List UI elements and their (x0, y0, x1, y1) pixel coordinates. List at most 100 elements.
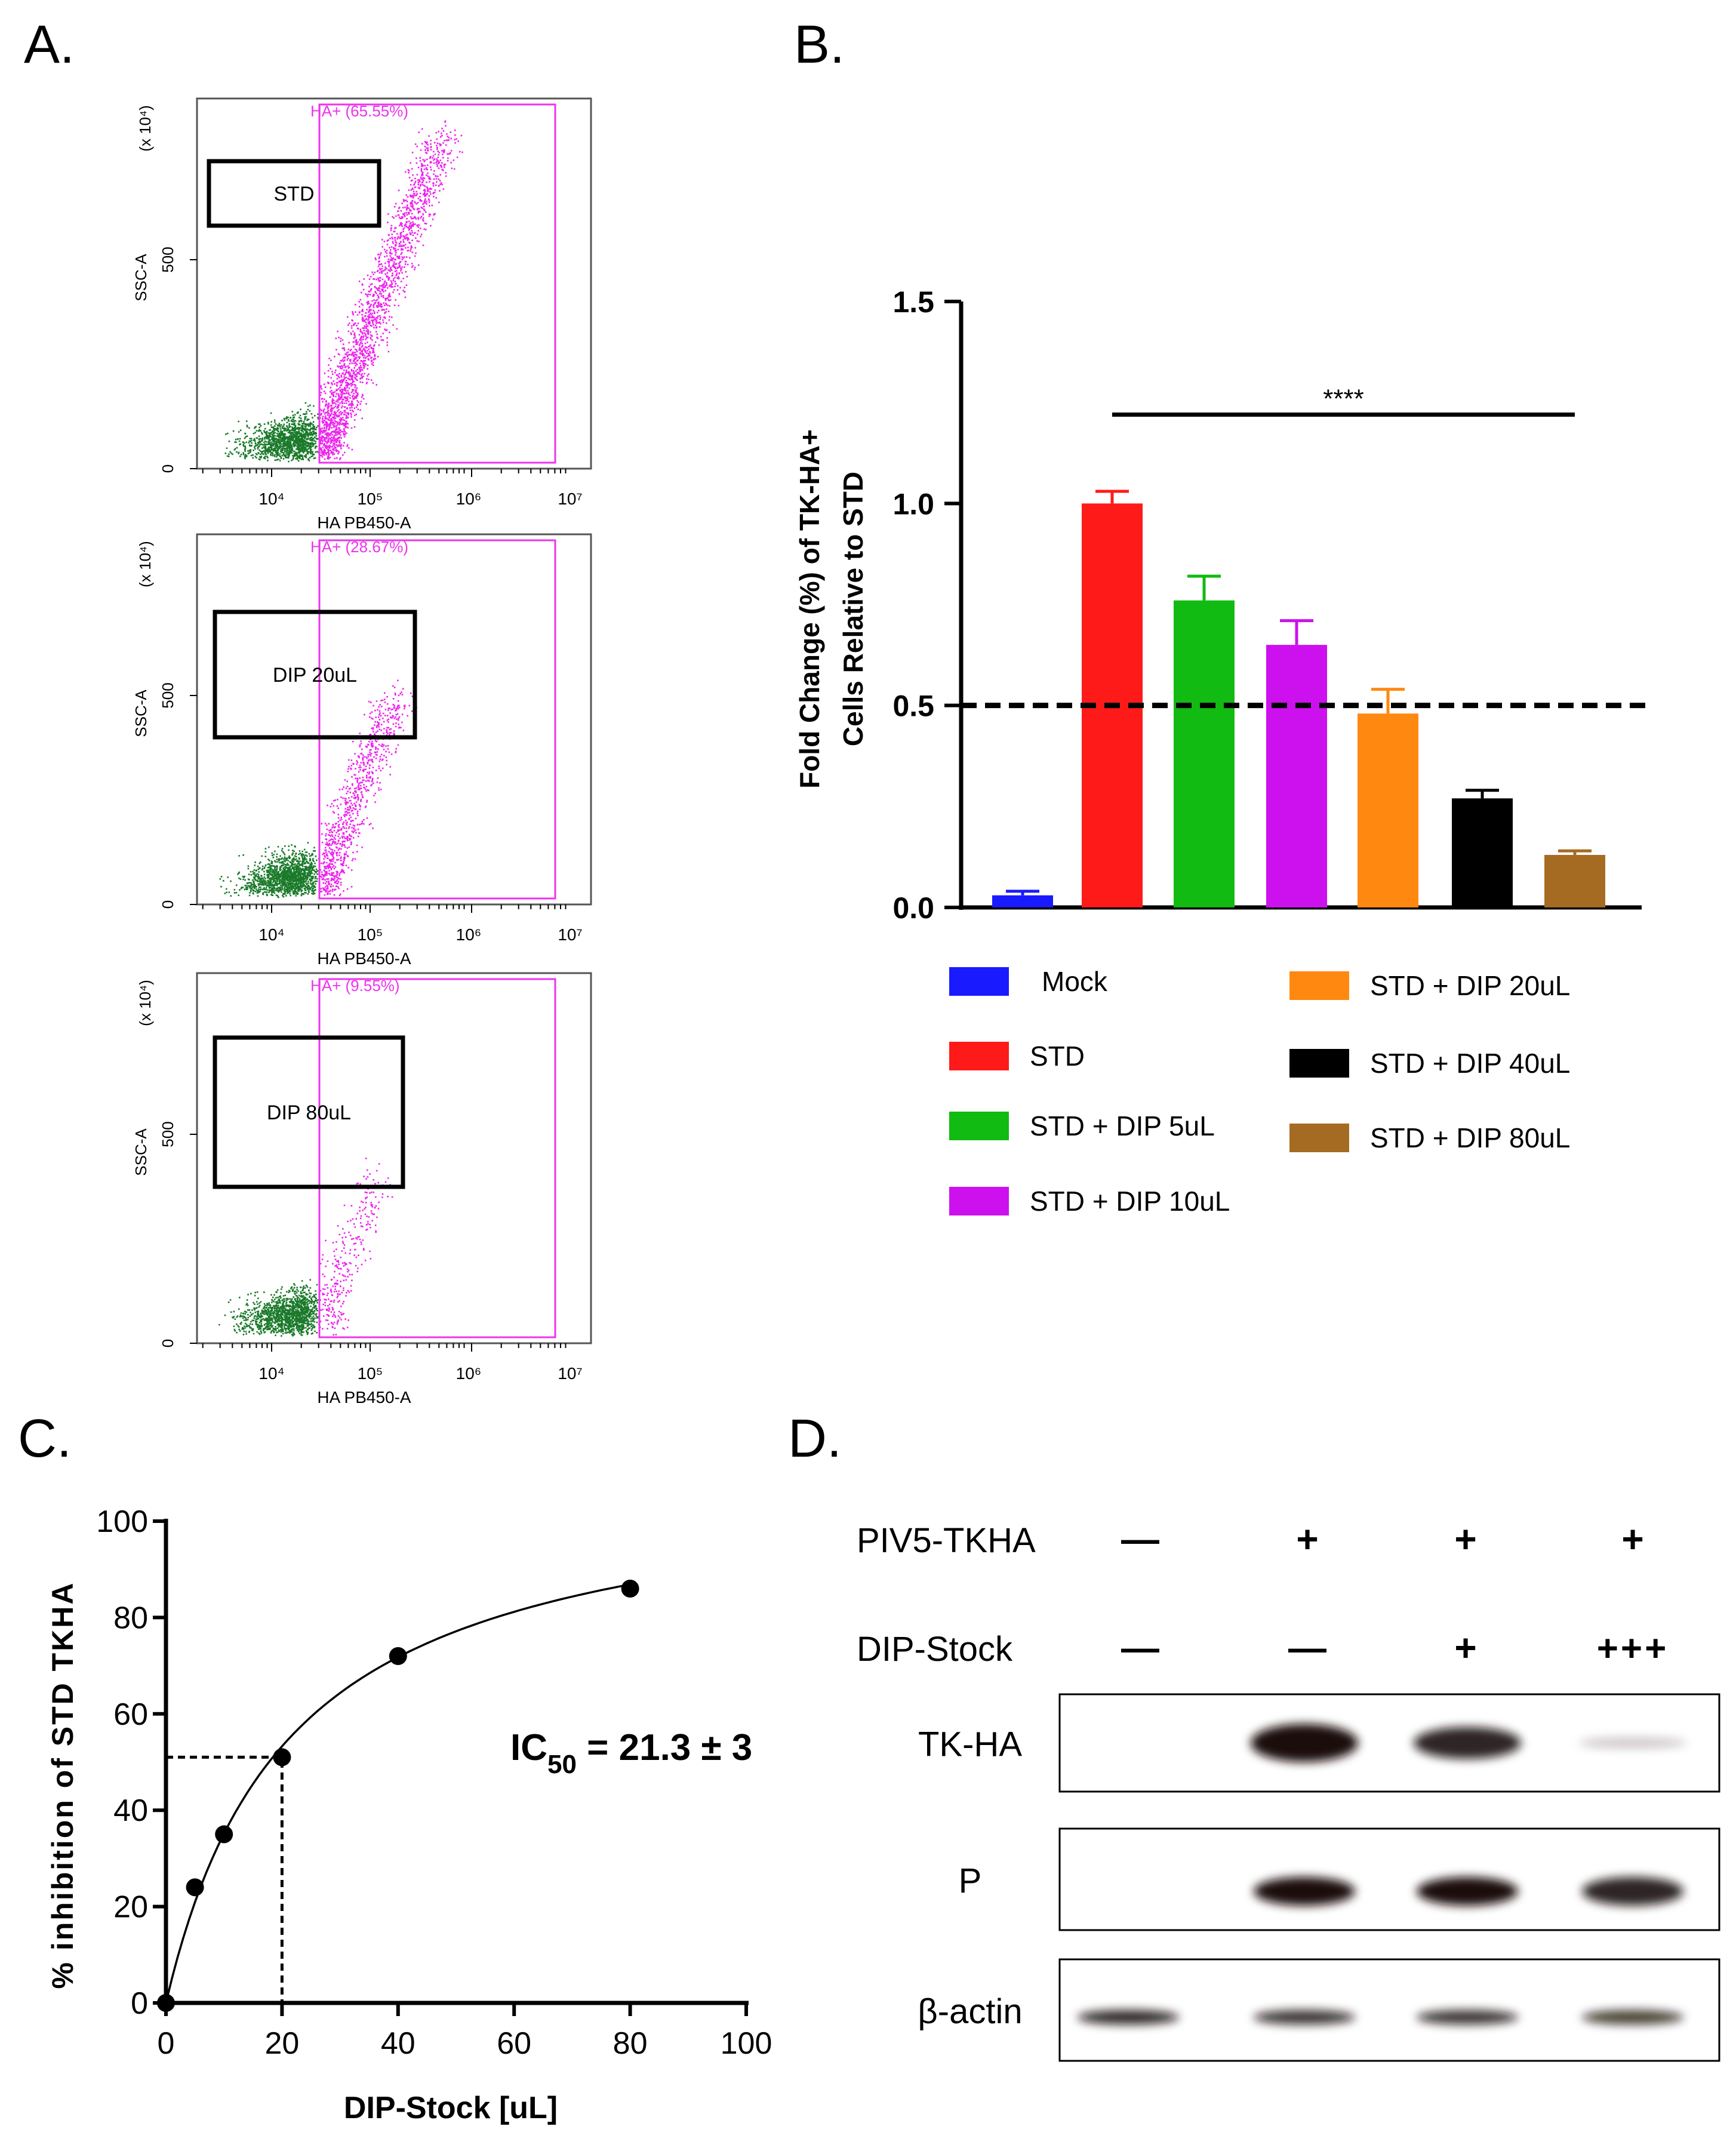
flow-sample-label: DIP 20uL (273, 664, 357, 687)
dose-point (621, 1579, 639, 1598)
flow-positive-events (319, 1158, 393, 1336)
flow-ylabel: SSC-A (132, 1128, 150, 1176)
wb-condition-mark: + (1296, 1518, 1318, 1561)
flow-plot: HA+ (28.67%) DIP 20uL (x 10⁴) SSC-A 500 0 10⁴ 1… (132, 533, 592, 968)
western-blot-panel: PIV5-TKHA — + + +DIP-Stock — — + +++TK-HAPβ-acti… (857, 1518, 1720, 2062)
flow-ytick: 0 (159, 900, 177, 909)
panel-label-d: D. (788, 1409, 842, 1469)
legend-swatch (949, 1042, 1009, 1070)
panel-label-c: C. (18, 1409, 72, 1469)
flow-gate-label: HA+ (28.67%) (310, 538, 408, 556)
flow-ytick: 500 (159, 682, 177, 708)
ic50-guide-line (166, 1755, 284, 2003)
wb-band (1254, 2010, 1355, 2024)
wb-condition-mark: + (1621, 1518, 1643, 1561)
legend-label: STD + DIP 40uL (1370, 1048, 1570, 1079)
wb-band (1414, 1727, 1521, 1759)
legend-swatch (1289, 971, 1349, 1000)
dose-point (157, 1994, 175, 2012)
wb-band (1579, 1737, 1686, 1749)
flow-xtick: 10⁵ (358, 925, 383, 944)
wb-band (1417, 2010, 1518, 2024)
flow-gate-label: HA+ (65.55%) (310, 102, 408, 120)
significance-label: **** (1323, 384, 1364, 413)
flow-cytometry-panel: HA+ (65.55%) STD (x 10⁴) SSC-A 500 0 10⁴ 10⁵ 10⁶… (132, 97, 592, 1407)
wb-condition-mark: — (1121, 1626, 1159, 1669)
flow-sample-label: DIP 80uL (267, 1101, 351, 1124)
flow-y-multiplier: (x 10⁴) (136, 105, 154, 152)
flow-positive-events (319, 679, 417, 897)
dose-xtick-label: 20 (264, 2026, 299, 2061)
flow-xlabel: HA PB450-A (317, 513, 411, 532)
flow-xtick: 10⁴ (258, 490, 284, 508)
flow-xtick: 10⁶ (456, 490, 482, 508)
bar-0 (992, 895, 1053, 907)
flow-xlabel: HA PB450-A (317, 1388, 411, 1407)
flow-xtick: 10⁷ (558, 1364, 582, 1383)
dose-point (389, 1647, 407, 1665)
panel-label-a: A. (24, 15, 75, 75)
dose-ytick-label: 40 (113, 1793, 148, 1828)
wb-band (1582, 1877, 1683, 1906)
flow-xtick-marks (202, 469, 567, 477)
flow-ylabel: SSC-A (132, 690, 150, 737)
flow-gate-label: HA+ (9.55%) (310, 977, 400, 995)
panel-label-b: B. (794, 15, 845, 75)
flow-plot-frame (196, 97, 592, 470)
bar-4 (1358, 713, 1418, 907)
dose-response-chart: % inhibition of STD TKHA DIP-Stock [uL] … (46, 1504, 772, 2125)
wb-blot-label: P (959, 1861, 982, 1900)
bar-6 (1544, 855, 1605, 907)
wb-band (1078, 2010, 1179, 2024)
wb-blot-label: β-actin (918, 1992, 1022, 2031)
legend-label: STD + DIP 10uL (1030, 1186, 1230, 1217)
flow-positive-events (319, 120, 463, 460)
dose-point (273, 1748, 291, 1767)
flow-plot: HA+ (65.55%) STD (x 10⁴) SSC-A 500 0 10⁴ 10⁵ 10⁶… (132, 97, 592, 532)
flow-xtick-marks (202, 904, 567, 913)
wb-blot-frame (1058, 1693, 1720, 1793)
dose-ytick-label: 100 (96, 1504, 148, 1539)
flow-negative-events (219, 842, 321, 898)
dose-xlabel: DIP-Stock [uL] (344, 2091, 558, 2125)
wb-condition-label: DIP-Stock (857, 1630, 1013, 1669)
wb-blot-label: TK-HA (918, 1725, 1022, 1764)
dose-xtick-label: 100 (721, 2026, 772, 2061)
flow-ytick: 500 (159, 1121, 177, 1147)
dose-ytick-label: 0 (131, 1986, 148, 2021)
bar-ytick-label: 0.0 (892, 891, 934, 925)
flow-y-multiplier: (x 10⁴) (136, 541, 154, 587)
flow-sample-label: STD (274, 183, 315, 205)
flow-gate (318, 978, 556, 1338)
flow-gate (318, 539, 556, 900)
dose-point (186, 1878, 204, 1897)
flow-negative-events (218, 1279, 321, 1337)
dose-xtick-label: 40 (381, 2026, 415, 2061)
bar-ylabel-line1: Fold Change (%) of TK-HA+ (794, 429, 825, 789)
flow-plot-frame (196, 533, 592, 906)
flow-xtick: 10⁵ (358, 490, 383, 508)
ic50-prefix: IC (510, 1727, 547, 1768)
flow-sample-box (213, 610, 417, 740)
flow-plot-frame (196, 972, 592, 1344)
legend-swatch (1289, 1124, 1349, 1152)
flow-ytick: 0 (159, 1339, 177, 1347)
bar-ytick-label: 1.0 (892, 487, 934, 521)
dose-ylabel: % inhibition of STD TKHA (46, 1581, 79, 1989)
flow-xtick: 10⁴ (258, 925, 284, 944)
flow-ylabel: SSC-A (132, 254, 150, 301)
flow-xtick: 10⁴ (258, 1364, 284, 1383)
flow-xtick-marks (202, 1343, 567, 1352)
flow-xlabel: HA PB450-A (317, 949, 411, 968)
legend-label: STD + DIP 20uL (1370, 970, 1570, 1001)
legend-swatch (949, 967, 1009, 996)
bar-chart: Fold Change (%) of TK-HA+ Cells Relative… (794, 285, 1648, 1217)
bar-5 (1452, 798, 1513, 907)
dose-ytick-label: 20 (113, 1890, 148, 1925)
legend-swatch (1289, 1049, 1349, 1078)
wb-band (1251, 1724, 1358, 1762)
legend-swatch (949, 1187, 1009, 1215)
wb-blot-frame (1058, 1827, 1720, 1931)
wb-band (1254, 1877, 1355, 1906)
